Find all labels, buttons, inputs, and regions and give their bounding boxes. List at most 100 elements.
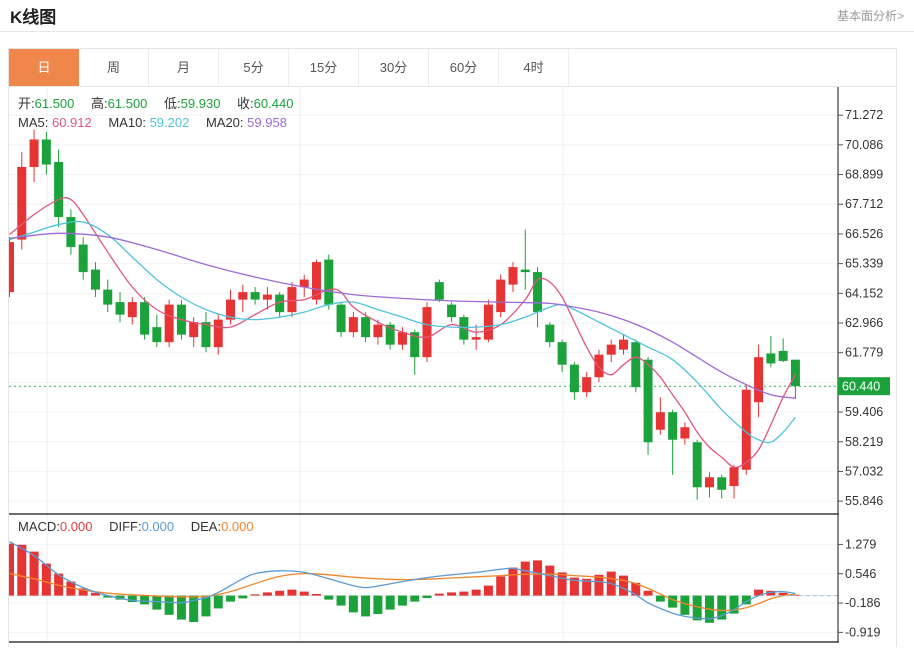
tab-5min[interactable]: 5分 xyxy=(219,49,289,86)
candle-body xyxy=(262,294,272,300)
candle-body xyxy=(569,364,579,393)
axis-tick-label: 57.032 xyxy=(845,464,883,478)
candle-body xyxy=(385,324,395,345)
candle-body xyxy=(668,412,678,440)
candle-body xyxy=(299,279,309,288)
macd-bar xyxy=(754,589,764,596)
axis-tick-label: 68.899 xyxy=(845,168,883,182)
macd-bar xyxy=(717,595,727,620)
candle-body xyxy=(410,332,420,358)
fundamental-analysis-link[interactable]: 基本面分析> xyxy=(836,9,904,23)
macd-histogram xyxy=(9,543,800,623)
candle-body xyxy=(533,272,543,313)
macd-bar xyxy=(41,563,51,596)
chart-grid xyxy=(9,87,838,642)
candle-body xyxy=(275,294,285,313)
macd-bar xyxy=(385,595,395,610)
macd-bar xyxy=(680,595,690,615)
candle-body xyxy=(619,339,628,350)
axis-tick-label: -0.919 xyxy=(845,625,880,639)
tab-day[interactable]: 日 xyxy=(9,49,79,86)
candle-body xyxy=(790,359,800,387)
candle-body xyxy=(434,282,444,300)
candle-body xyxy=(680,427,690,439)
macd-bar xyxy=(90,592,100,596)
macd-bar xyxy=(643,590,653,596)
macd-bar xyxy=(373,595,383,614)
candle-body xyxy=(447,304,457,318)
ma5-line xyxy=(9,197,796,469)
macd-bar xyxy=(312,594,321,596)
macd-bar xyxy=(459,591,469,596)
tab-30min[interactable]: 30分 xyxy=(359,49,429,86)
macd-bar xyxy=(324,595,334,600)
macd-bar xyxy=(103,595,113,598)
page-header: K线图 基本面分析> xyxy=(0,0,914,32)
candle-body xyxy=(312,262,321,300)
macd-bar xyxy=(78,588,88,596)
macd-bar xyxy=(594,574,604,596)
candle-body xyxy=(643,359,653,443)
axis-tick-label: -0.186 xyxy=(845,596,880,610)
macd-bar xyxy=(692,595,702,621)
macd-bar xyxy=(213,595,223,609)
page-title: K线图 xyxy=(10,8,57,27)
candle-body xyxy=(557,342,567,365)
macd-bar xyxy=(668,595,678,608)
macd-bar xyxy=(778,592,788,596)
candle-body xyxy=(226,299,236,320)
candle-body xyxy=(422,307,432,358)
axis-tick-label: 59.406 xyxy=(845,405,883,419)
tab-week[interactable]: 周 xyxy=(79,49,149,86)
macd-bar xyxy=(287,589,297,596)
candle-body xyxy=(766,353,776,364)
axis-tick-label: 64.152 xyxy=(845,286,883,300)
chart-area[interactable]: 开:61.500 高:61.500 低:59.930 收:60.440 MA5:… xyxy=(9,87,896,647)
candle-body xyxy=(778,350,788,361)
tab-month[interactable]: 月 xyxy=(149,49,219,86)
tab-4hour[interactable]: 4时 xyxy=(499,49,569,86)
candle-body xyxy=(471,337,481,340)
candle-body xyxy=(287,287,297,313)
axis-tick-label: 66.526 xyxy=(845,227,883,241)
macd-bar xyxy=(226,595,236,602)
candle-body xyxy=(90,269,100,290)
interval-tabs: 日周月 5分 15分 30分 60分 4时 xyxy=(9,49,896,87)
current-price-badge: 60.440 xyxy=(838,377,890,396)
ma20-line xyxy=(9,232,796,399)
tab-60min[interactable]: 60分 xyxy=(429,49,499,86)
axis-tick-label: 65.339 xyxy=(845,257,883,271)
macd-bar xyxy=(127,595,137,602)
macd-bar xyxy=(520,561,530,596)
candle-body xyxy=(9,242,14,293)
tab-15min[interactable]: 15分 xyxy=(289,49,359,86)
candle-body xyxy=(704,477,714,488)
macd-bar xyxy=(115,595,125,600)
candle-body xyxy=(655,412,665,430)
candle-body xyxy=(201,322,211,348)
candle-body xyxy=(754,357,764,403)
macd-bar xyxy=(410,595,420,602)
candle-body xyxy=(66,217,76,248)
dea-line xyxy=(9,572,796,612)
ma10-line xyxy=(9,220,796,444)
candle-body xyxy=(741,389,751,470)
kline-chart-svg[interactable]: 71.272 70.086 68.899 67.712 66.526 65.339 64.1… xyxy=(9,87,896,647)
candle-body xyxy=(397,332,407,345)
macd-bar xyxy=(66,581,76,596)
candle-body xyxy=(238,292,248,300)
candle-body xyxy=(152,327,162,343)
candle-body xyxy=(324,259,334,305)
macd-bar xyxy=(766,590,776,596)
macd-bar xyxy=(164,595,174,615)
axis-tick-label: 70.086 xyxy=(845,138,883,152)
macd-bar xyxy=(447,592,457,596)
macd-bar xyxy=(508,567,518,596)
candle-body xyxy=(361,317,371,338)
candle-body xyxy=(164,304,174,343)
macd-bar xyxy=(9,543,14,596)
candle-body xyxy=(594,354,604,378)
candle-body xyxy=(348,317,358,333)
candle-body xyxy=(692,442,702,488)
macd-bar xyxy=(496,576,506,596)
